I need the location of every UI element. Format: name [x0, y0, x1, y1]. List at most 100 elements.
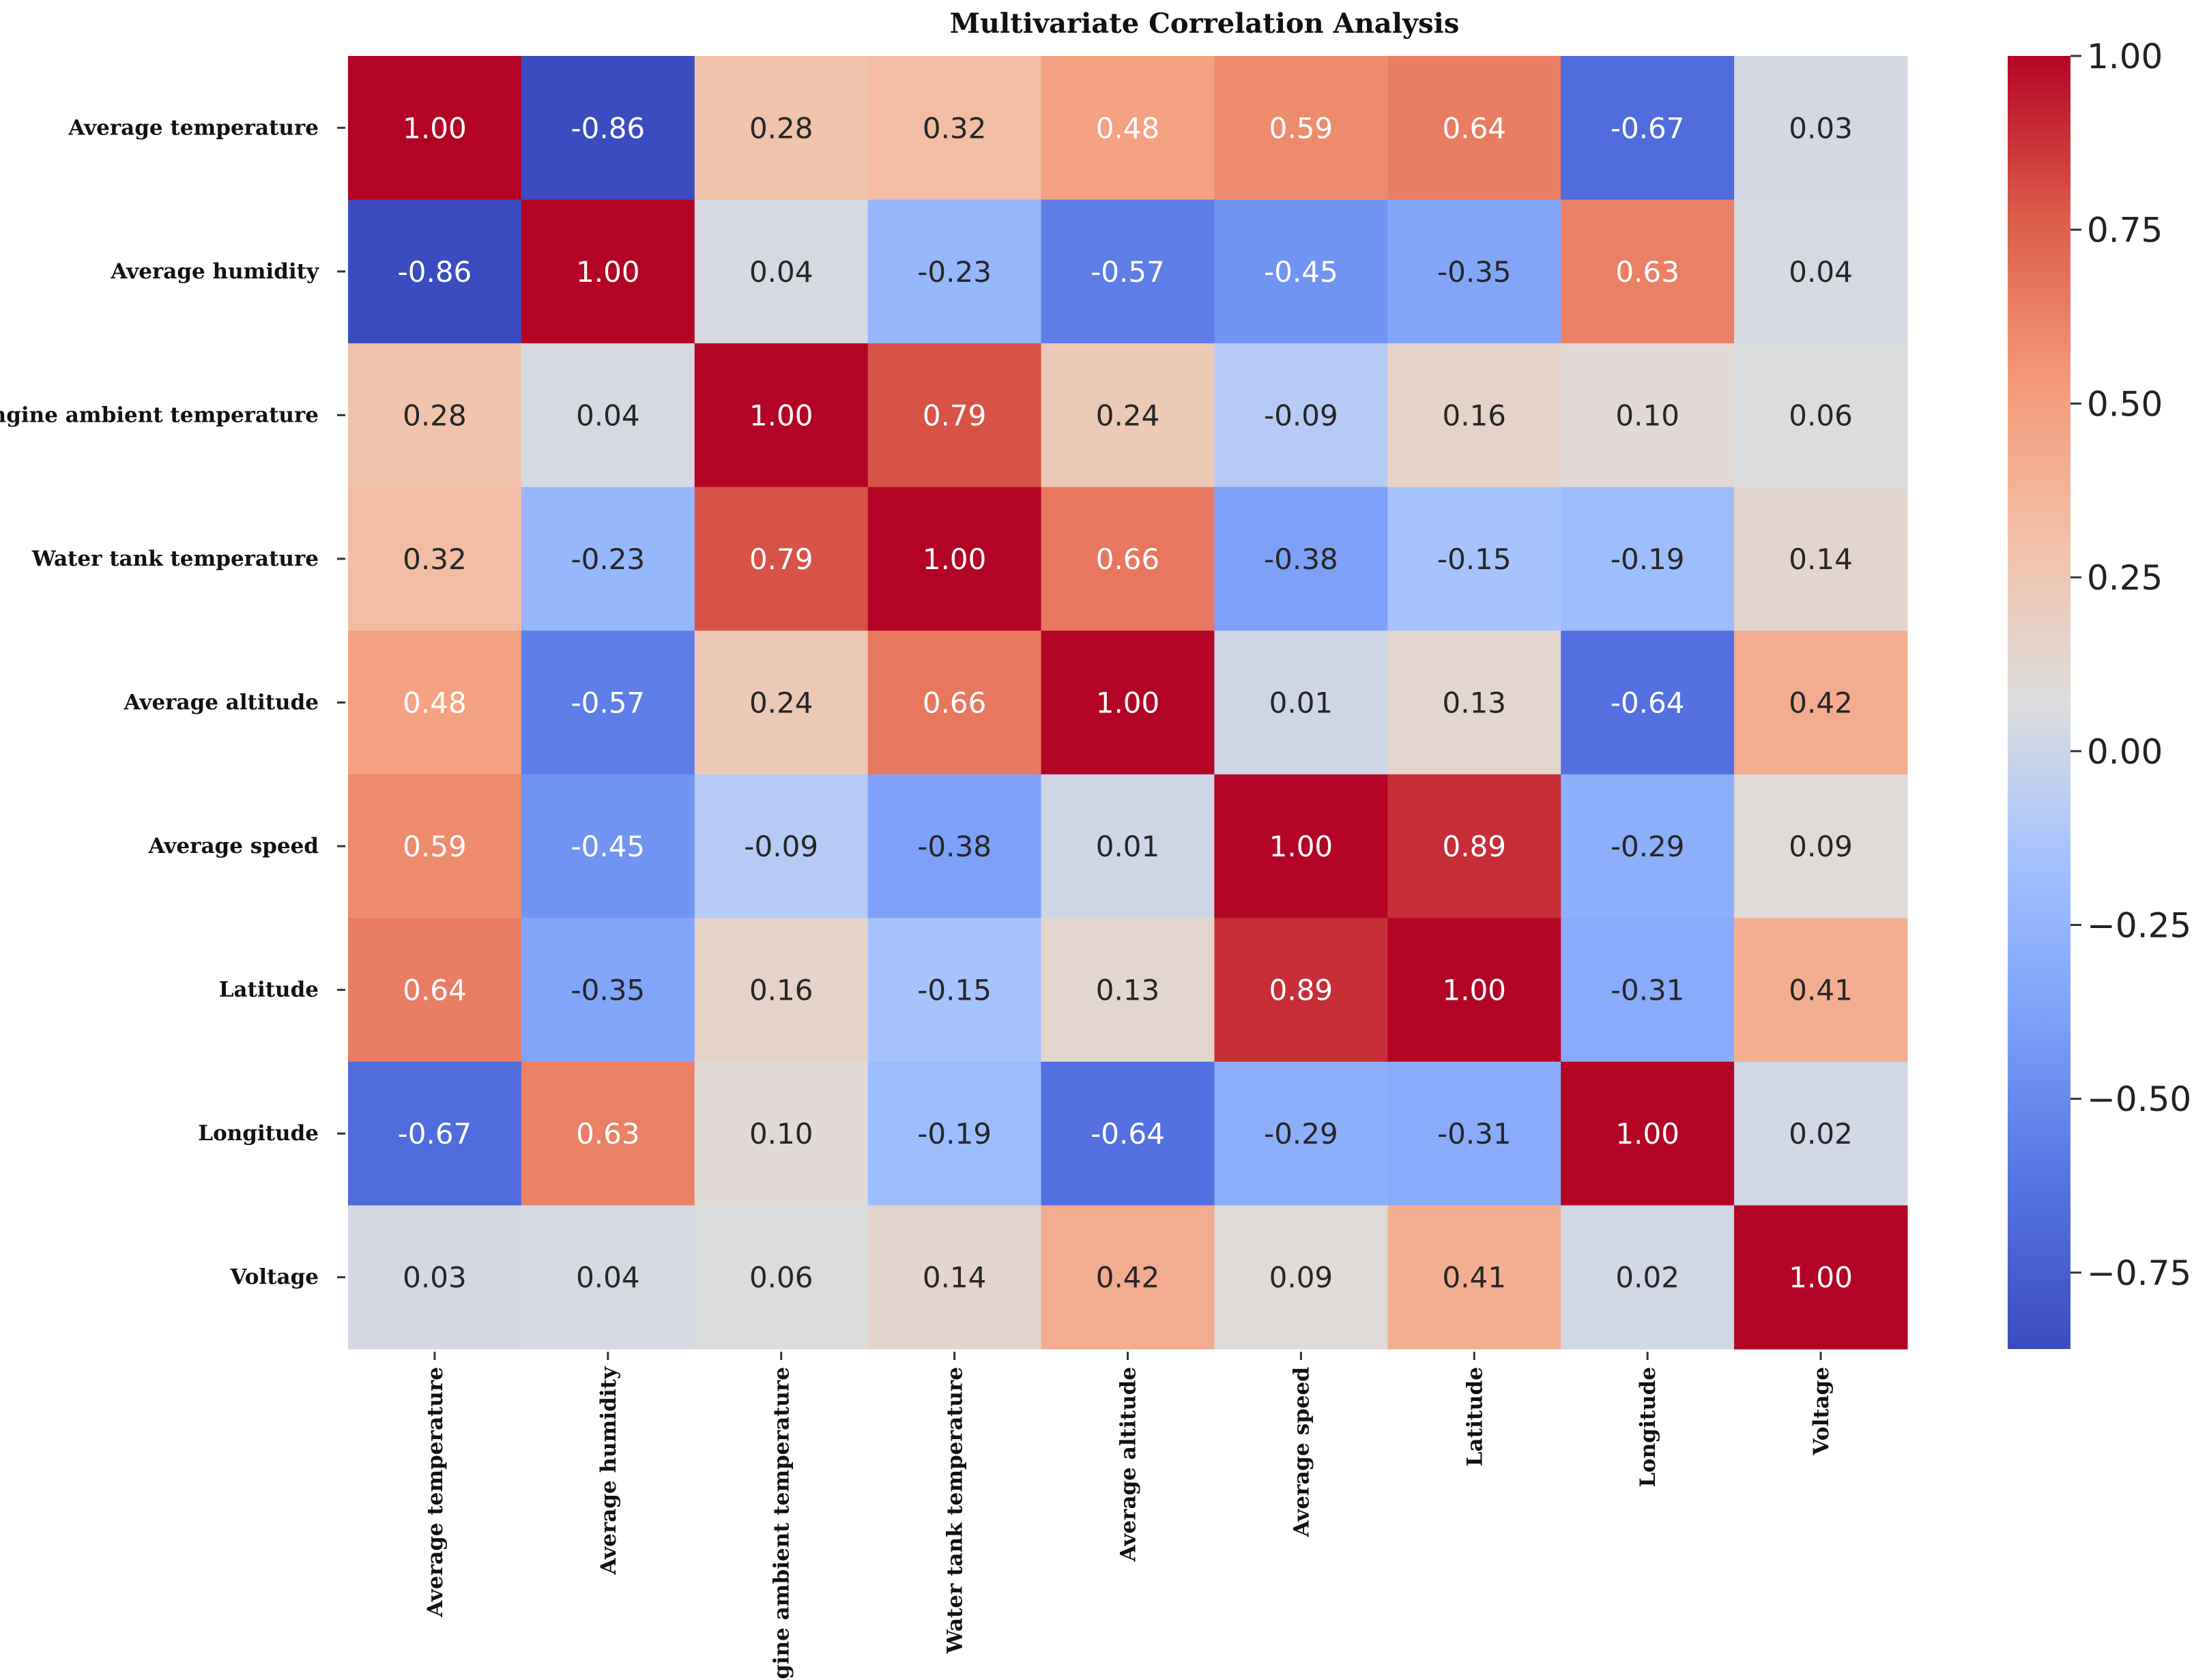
heatmap-cell [1041, 343, 1215, 488]
cell-value-label: 0.63 [1615, 255, 1679, 289]
cell-value-label: 0.13 [1443, 686, 1507, 720]
heatmap-cell [348, 199, 522, 344]
column-label: Average speed [1289, 1367, 1314, 1537]
cell-value-label: -0.64 [1091, 1117, 1165, 1150]
heatmap-cell [1214, 1061, 1388, 1206]
cell-value-label: -0.35 [1437, 255, 1512, 289]
chart-title: Multivariate Correlation Analysis [950, 8, 1460, 40]
heatmap-cell [1561, 343, 1735, 488]
cell-value-label: -0.86 [398, 255, 472, 289]
cell-value-label: -0.29 [1611, 830, 1685, 863]
cell-value-label: 0.01 [1096, 830, 1160, 863]
cell-value-label: -0.23 [917, 255, 992, 289]
heatmap-cell [1041, 774, 1215, 918]
heatmap-cell [1214, 487, 1388, 631]
cell-value-label: -0.31 [1437, 1117, 1512, 1150]
heatmap-cell [694, 487, 869, 631]
heatmap-cell [521, 343, 695, 488]
colorbar-tick-label: −0.75 [2087, 1254, 2191, 1293]
cell-value-label: -0.57 [571, 686, 645, 720]
heatmap-cell [1734, 56, 1908, 201]
cell-value-label: -0.35 [571, 974, 645, 1007]
colorbar: 1.00 0.75 0.50 0.25 0.00 −0.25 −0.50 −0.75 [2008, 37, 2191, 1349]
heatmap-cell [1387, 631, 1561, 775]
colorbar-gradient [2008, 56, 2070, 1349]
cell-value-label: -0.38 [917, 830, 992, 863]
heatmap-cell [1561, 1061, 1735, 1206]
column-label: Latitude [1462, 1367, 1487, 1466]
heatmap-cell [694, 918, 869, 1062]
heatmap-cell [1041, 1061, 1215, 1206]
cell-value-label: 0.24 [749, 686, 813, 720]
heatmap-cell [1734, 487, 1908, 631]
heatmap-cell [1214, 918, 1388, 1062]
heatmap-cell [1561, 487, 1735, 631]
heatmap-cell [1041, 199, 1215, 344]
heatmap-cell [694, 56, 869, 201]
cell-value-label: 0.89 [1443, 830, 1507, 863]
heatmap-cell [1041, 631, 1215, 775]
cell-value-label: 0.32 [403, 542, 467, 576]
colorbar-tick-label: 0.00 [2087, 732, 2163, 772]
heatmap-cell [1734, 1205, 1908, 1350]
colorbar-tick-label: 1.00 [2087, 37, 2163, 76]
cell-value-label: 1.00 [403, 111, 467, 145]
cell-value-label: 1.00 [749, 399, 813, 432]
heatmap-cell [1214, 343, 1388, 488]
heatmap-cell [348, 631, 522, 775]
colorbar-tick-label: 0.25 [2087, 558, 2163, 598]
row-label: Average altitude [124, 691, 319, 715]
heatmap-cell [348, 56, 522, 201]
cell-value-label: -0.86 [571, 111, 645, 145]
cell-value-label: -0.15 [917, 974, 992, 1007]
heatmap-cell [867, 631, 1042, 775]
row-label: Engine ambient temperature [0, 403, 319, 427]
heatmap-cell [1734, 199, 1908, 344]
heatmap-cell [1734, 631, 1908, 775]
column-labels: Average temperature Average humidity Engin… [423, 1352, 1834, 1680]
cell-value-label: 1.00 [923, 542, 987, 576]
cell-value-label: 0.14 [923, 1261, 987, 1294]
cell-value-label: -0.67 [1611, 111, 1685, 145]
cell-value-label: 0.16 [749, 974, 813, 1007]
cell-value-label: -0.29 [1264, 1117, 1338, 1150]
cell-value-label: 0.41 [1789, 974, 1853, 1007]
row-label: Average speed [148, 834, 319, 858]
heatmap-cell [1387, 918, 1561, 1062]
cell-value-label: 0.42 [1096, 1261, 1160, 1294]
cell-value-label: -0.67 [398, 1117, 472, 1150]
cell-value-label: 0.79 [923, 399, 987, 432]
heatmap-cell [521, 918, 695, 1062]
column-label: Average humidity [596, 1366, 621, 1576]
heatmap-cell [521, 56, 695, 201]
cell-value-label: 0.09 [1269, 1261, 1333, 1294]
heatmap-cell [867, 199, 1042, 344]
heatmap-cell [348, 774, 522, 918]
heatmap-cell [1041, 56, 1215, 201]
colorbar-tick-label: −0.50 [2087, 1080, 2191, 1119]
cell-value-label: 0.06 [749, 1261, 813, 1294]
cell-value-label: 0.14 [1789, 542, 1853, 576]
heatmap-cell [1561, 56, 1735, 201]
heatmap-cell [1387, 487, 1561, 631]
cell-value-label: 0.59 [403, 830, 467, 863]
cell-value-label: -0.19 [917, 1117, 992, 1150]
row-label: Average humidity [110, 259, 319, 284]
heatmap-cell [348, 1205, 522, 1350]
heatmap-cell [1734, 343, 1908, 488]
heatmap-cell [694, 343, 869, 488]
cell-value-label: 1.00 [1615, 1117, 1679, 1150]
heatmap-cell [1041, 918, 1215, 1062]
heatmap-cell [1214, 199, 1388, 344]
heatmap-cell [1387, 1061, 1561, 1206]
heatmap-cell [867, 1205, 1042, 1350]
cell-value-label: 0.10 [1615, 399, 1679, 432]
heatmap-cell [521, 199, 695, 344]
cell-value-label: -0.31 [1611, 974, 1685, 1007]
cell-value-label: 0.66 [923, 686, 987, 720]
cell-value-label: 0.32 [923, 111, 987, 145]
cell-value-label: -0.23 [571, 542, 645, 576]
heatmap-cell [694, 774, 869, 918]
heatmap-cell [1561, 774, 1735, 918]
